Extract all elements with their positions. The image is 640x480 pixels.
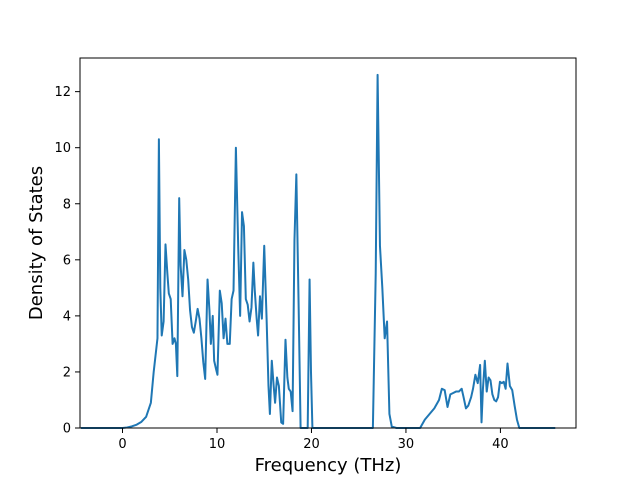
y-tick-label: 12 [54, 85, 71, 100]
plot-frame [79, 57, 577, 429]
y-tick-label: 2 [63, 365, 71, 380]
y-tick-label: 8 [63, 197, 71, 212]
x-tick-label: 30 [398, 437, 415, 452]
y-axis-label: Density of States [26, 166, 47, 320]
y-tick-label: 6 [63, 253, 71, 268]
y-axis-ticks: 0 2 4 6 8 10 12 [54, 85, 80, 437]
x-tick-label: 10 [209, 437, 226, 452]
y-tick-label: 4 [63, 309, 71, 324]
y-tick-label: 10 [54, 141, 71, 156]
series-line-1 [80, 73, 556, 429]
x-tick-label: 20 [303, 437, 320, 452]
x-tick-label: 40 [492, 437, 509, 452]
y-tick-label: 0 [63, 422, 71, 437]
plot-background [80, 58, 576, 428]
x-axis-label: Frequency (THz) [255, 455, 402, 476]
plot-area [79, 57, 577, 429]
x-axis-ticks: 0 10 20 30 40 [118, 428, 509, 452]
x-tick-label: 0 [118, 437, 126, 452]
